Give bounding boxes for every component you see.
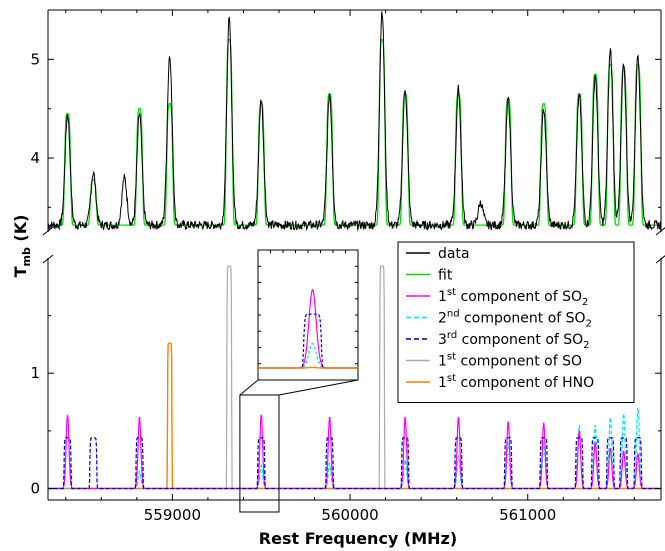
x-tick-label: 560000 xyxy=(321,506,378,524)
inset-connector xyxy=(278,379,359,396)
y-axis-title-sub: mb xyxy=(20,247,33,266)
inset-baseline xyxy=(258,366,358,369)
x-tick-label: 559000 xyxy=(144,506,201,524)
legend-label: data xyxy=(438,246,470,262)
legend-label: 1st component of SO xyxy=(438,352,582,370)
x-tick-label: 561000 xyxy=(499,506,556,524)
y-axis-title: Tmb (K) xyxy=(11,215,33,278)
y-tick-label-lower: 1 xyxy=(30,364,40,382)
inset-connector xyxy=(239,379,259,396)
data-line xyxy=(48,11,661,232)
axes: 4 5 0 1 559000 560000 561000 xyxy=(30,9,665,524)
y-tick-label-upper: 5 xyxy=(30,50,40,68)
inset-source-box xyxy=(239,394,280,513)
inset-frame xyxy=(257,249,359,381)
legend-label: 3rd component of SO2 xyxy=(438,330,590,351)
legend-label: 1st component of SO2 xyxy=(438,287,588,308)
so2-component-1 xyxy=(48,414,661,490)
break-mark xyxy=(655,255,665,264)
legend-label: 2nd component of SO2 xyxy=(438,309,592,330)
legend-label: 1st component of HNO xyxy=(438,373,594,391)
fit-line xyxy=(48,38,661,226)
break-mark xyxy=(42,226,54,236)
break-mark xyxy=(655,227,665,236)
y-tick-label-upper: 4 xyxy=(30,149,40,167)
break-mark xyxy=(42,254,54,264)
x-axis-title: Rest Frequency (MHz) xyxy=(259,529,457,548)
legend-label: fit xyxy=(438,268,453,284)
y-tick-label-lower: 0 xyxy=(30,479,40,497)
lower-panel xyxy=(48,265,661,490)
inset-zoom xyxy=(239,249,359,513)
upper-panel xyxy=(48,11,661,232)
so2-component-3 xyxy=(48,437,661,490)
legend-box xyxy=(397,241,635,403)
